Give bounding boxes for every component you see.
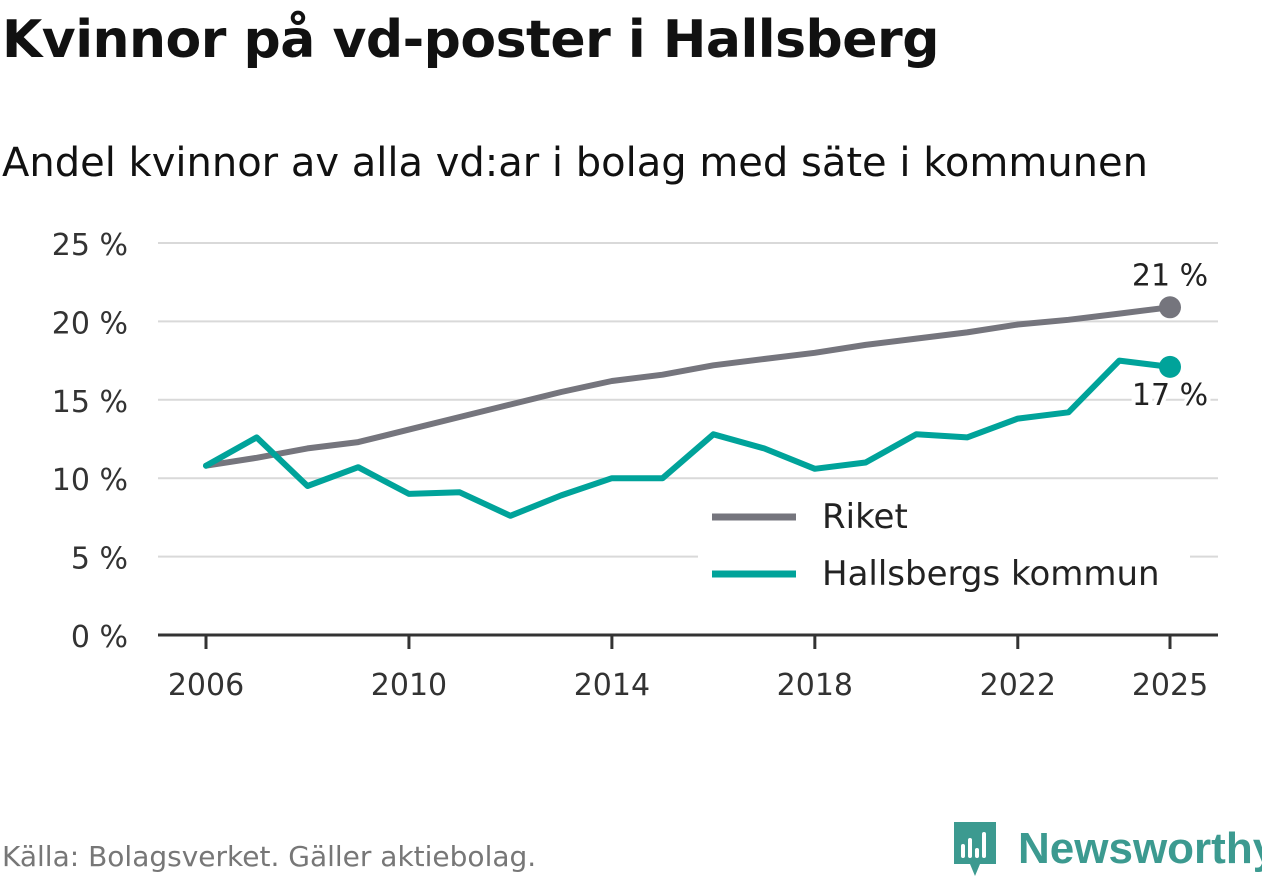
y-tick-label-10: 10 % (52, 463, 128, 498)
end-label-halo-riket: 21 % (1132, 258, 1208, 293)
y-tick-label-20: 20 % (52, 306, 128, 341)
legend-label-riket: Riket (822, 497, 908, 537)
x-tick-label-2006: 2006 (168, 668, 244, 703)
brand-logo: Newsworthy (950, 818, 1262, 880)
x-tick-label-2018: 2018 (777, 668, 853, 703)
y-tick-label-15: 15 % (52, 385, 128, 420)
series-line-riket (203, 304, 1173, 469)
x-tick-label-2010: 2010 (371, 668, 447, 703)
y-axis-tick-labels: 0 % 5 % 10 % 15 % 20 % 25 % (52, 228, 128, 655)
end-label-hallsberg: 17 % (1132, 378, 1208, 413)
x-tick-label-2022: 2022 (980, 668, 1056, 703)
end-label-halo-hallsberg: 17 % (1132, 378, 1208, 413)
legend-background (698, 490, 1190, 600)
x-axis (158, 633, 1218, 649)
legend-label-hallsberg: Hallsbergs kommun (822, 554, 1160, 594)
endpoint-dot-hallsberg (1159, 355, 1181, 378)
series-line-hallsberg (203, 357, 1173, 519)
newsworthy-logo-icon (954, 822, 996, 876)
series-endpoints: 21 %21 %17 %17 % (1128, 254, 1212, 417)
x-tick-label-2025: 2025 (1132, 668, 1208, 703)
y-tick-label-0: 0 % (71, 620, 128, 655)
chart-subtitle: Andel kvinnor av alla vd:ar i bolag med … (2, 140, 1148, 186)
x-axis-tick-labels: 2006 2010 2014 2018 2022 2025 (168, 668, 1208, 703)
chart-title: Kvinnor på vd-poster i Hallsberg (2, 10, 939, 70)
legend: Riket Hallsbergs kommun (698, 490, 1190, 600)
x-tick-label-2014: 2014 (574, 668, 650, 703)
series-lines (203, 304, 1173, 519)
end-label-riket: 21 % (1132, 258, 1208, 293)
brand-name: Newsworthy (1018, 824, 1262, 873)
y-tick-label-5: 5 % (71, 542, 128, 577)
y-tick-label-25: 25 % (52, 228, 128, 263)
endpoint-dot-riket (1159, 296, 1181, 319)
source-note: Källa: Bolagsverket. Gäller aktiebolag. (2, 840, 537, 873)
